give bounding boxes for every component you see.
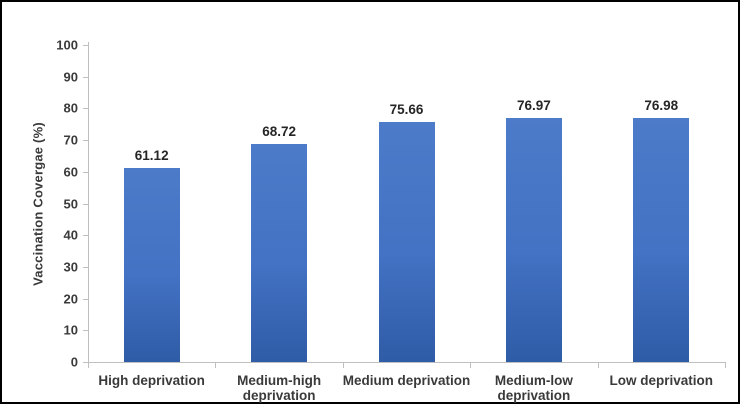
y-tick-label: 40 bbox=[63, 227, 78, 243]
y-tick-label: 20 bbox=[63, 291, 78, 307]
x-category-label: Medium deprivation bbox=[342, 373, 471, 388]
y-tick-label: 10 bbox=[63, 322, 78, 338]
x-tick-mark bbox=[215, 363, 217, 368]
y-tick-mark bbox=[83, 76, 88, 78]
y-tick-label: 50 bbox=[63, 196, 78, 211]
y-tick-label: 90 bbox=[63, 69, 78, 85]
y-tick-mark bbox=[83, 330, 88, 332]
bar bbox=[505, 118, 562, 362]
x-category-label: Medium-low deprivation bbox=[494, 373, 573, 403]
y-tick-label: 30 bbox=[63, 259, 78, 275]
x-axis-line bbox=[83, 362, 726, 363]
x-category-label: High deprivation bbox=[98, 373, 205, 388]
y-axis-line bbox=[88, 42, 89, 363]
y-tick-mark bbox=[83, 171, 88, 173]
y-tick-label: 100 bbox=[56, 37, 78, 53]
bar-value-label: 76.98 bbox=[644, 97, 679, 113]
bar-value-label: 76.97 bbox=[516, 98, 551, 113]
y-axis-title: Vaccination Covergae (%) bbox=[30, 122, 46, 286]
y-tick-label: 60 bbox=[63, 164, 78, 180]
x-tick-mark bbox=[597, 363, 599, 368]
bar-value-label: 75.66 bbox=[389, 102, 424, 118]
x-tick-mark bbox=[725, 363, 726, 368]
y-tick-mark bbox=[83, 140, 88, 142]
y-tick-label: 0 bbox=[70, 354, 78, 370]
bar bbox=[251, 144, 308, 362]
y-tick-mark bbox=[83, 108, 88, 110]
bar bbox=[633, 117, 690, 362]
y-tick-mark bbox=[83, 266, 88, 268]
y-tick-mark bbox=[83, 298, 88, 300]
bar-value-label: 68.72 bbox=[262, 124, 296, 140]
y-tick-label: 80 bbox=[63, 100, 78, 116]
y-tick-mark bbox=[83, 362, 88, 363]
bar bbox=[123, 168, 180, 362]
y-tick-label: 70 bbox=[63, 132, 78, 148]
bar-value-label: 61.12 bbox=[134, 148, 169, 164]
x-tick-mark bbox=[88, 363, 89, 368]
x-tick-mark bbox=[470, 363, 472, 368]
y-tick-mark bbox=[83, 45, 88, 46]
y-tick-mark bbox=[83, 235, 88, 237]
x-category-label: Medium-high deprivation bbox=[237, 373, 322, 403]
x-category-label: Low deprivation bbox=[609, 373, 714, 388]
bar bbox=[378, 122, 435, 362]
y-tick-mark bbox=[83, 203, 88, 205]
x-tick-mark bbox=[342, 363, 344, 368]
